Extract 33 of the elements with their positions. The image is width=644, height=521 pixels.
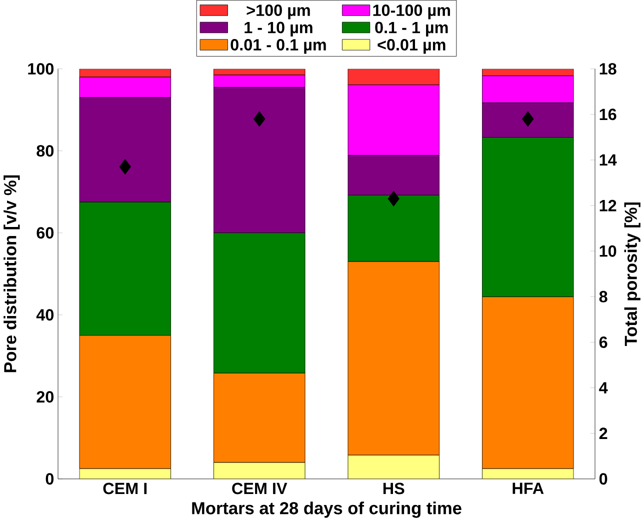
y-tick-label: 20	[36, 390, 54, 402]
y2-tick-label: 12	[600, 200, 616, 211]
y-tick-label: 60	[36, 226, 54, 238]
point	[254, 110, 266, 127]
y-tick-label: 100	[28, 62, 54, 74]
x-tick-label: HFA	[512, 482, 544, 494]
point	[119, 158, 132, 174]
x-tick-label: HS	[383, 482, 404, 494]
y2-tick-label: 18	[600, 62, 616, 74]
legend-label: <0.01 µm	[378, 38, 446, 54]
y-axis-title: Pore distribution [v/v %]	[4, 175, 20, 372]
x-axis-title: Mortars at 28 days of curing time	[192, 501, 462, 518]
legend-label: >100 µm	[246, 4, 310, 20]
y-tick-label: 0	[46, 472, 54, 484]
point	[522, 110, 534, 127]
y2-tick-label: 4	[599, 382, 608, 394]
legend-label: 10-100 µm	[373, 4, 450, 20]
legend-label: 0.1 - 1 µm	[375, 22, 448, 36]
point	[388, 190, 400, 206]
x-tick-label: CEM IV	[232, 482, 288, 494]
y2-tick-label: 6	[599, 336, 608, 348]
y2-tick-label: 10	[600, 245, 616, 257]
y2-tick-label: 16	[600, 108, 616, 120]
y2-tick-label: 0	[599, 472, 608, 484]
y2-axis-title: Total porosity [%]	[624, 202, 640, 346]
y-tick-label: 40	[36, 308, 54, 320]
legend-label: 0.01 - 0.1 µm	[230, 38, 326, 54]
legend-label: 1 - 10 µm	[244, 22, 312, 36]
y2-tick-label: 8	[599, 290, 608, 302]
y2-tick-label: 14	[600, 154, 617, 166]
y-tick-label: 80	[36, 144, 54, 156]
x-tick-label: CEM I	[103, 482, 147, 494]
y2-tick-label: 2	[599, 427, 608, 439]
